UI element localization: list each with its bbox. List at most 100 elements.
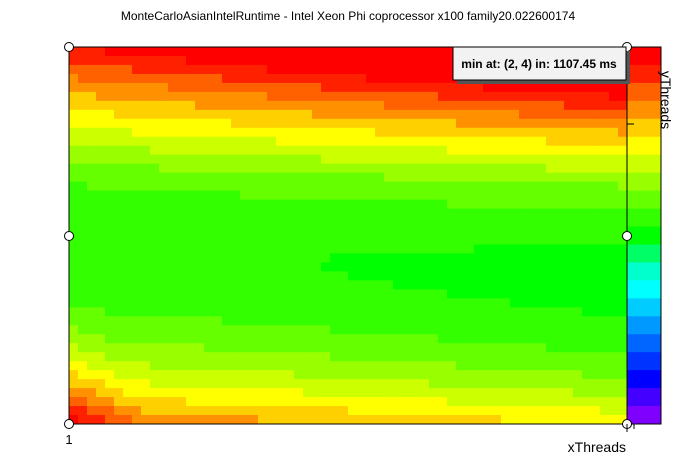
heatmap-cell (303, 289, 313, 299)
heatmap-cell (276, 208, 286, 219)
heatmap-cell (618, 145, 627, 156)
heatmap-cell (483, 388, 493, 398)
min-annotation: min at: (2, 4) in: 1107.45 ms (452, 46, 630, 84)
heatmap-cell (186, 334, 196, 344)
heatmap-cell (96, 172, 106, 183)
heatmap-cell (87, 352, 97, 362)
heatmap-cell (177, 145, 187, 156)
heatmap-cell (402, 316, 412, 326)
heatmap-cell (591, 91, 601, 102)
heatmap-cell (510, 172, 520, 183)
heatmap-cell (537, 307, 547, 317)
heatmap-cell (600, 199, 610, 210)
heatmap-cell (78, 352, 88, 362)
heatmap-cell (465, 154, 475, 165)
heatmap-cell (177, 334, 187, 344)
resize-handle[interactable] (64, 419, 74, 429)
heatmap-cell (348, 388, 358, 398)
heatmap-cell (438, 343, 448, 353)
heatmap-cell (546, 244, 556, 255)
heatmap-cell (456, 91, 466, 102)
heatmap-cell (456, 298, 466, 308)
heatmap-cell (492, 118, 502, 129)
heatmap-cell (78, 271, 88, 281)
heatmap-cell (150, 55, 160, 66)
heatmap-cell (96, 109, 106, 120)
heatmap-cell (465, 82, 475, 93)
heatmap-cell (438, 47, 448, 57)
heatmap-cell (159, 244, 169, 255)
heatmap-cell (78, 226, 88, 237)
colorbar-swatch (627, 47, 661, 66)
heatmap-cell (276, 163, 286, 174)
heatmap-cell (87, 136, 97, 147)
heatmap-cell (96, 163, 106, 174)
heatmap-cell (375, 208, 385, 219)
heatmap-cell (375, 73, 385, 84)
heatmap-cell (78, 406, 88, 416)
heatmap-cell (303, 325, 313, 335)
heatmap-cell (168, 163, 178, 174)
heatmap-cell (546, 217, 556, 228)
heatmap-cell (321, 361, 331, 371)
heatmap-cell (474, 118, 484, 129)
heatmap-cell (582, 298, 592, 308)
heatmap-cell (447, 397, 457, 407)
heatmap-cell (393, 118, 403, 129)
heatmap-cell (438, 334, 448, 344)
heatmap-cell (465, 208, 475, 219)
heatmap-cell (222, 415, 232, 424)
heatmap-cell (114, 397, 124, 407)
heatmap-cell (483, 235, 493, 246)
heatmap-cell (393, 253, 403, 264)
heatmap-cell (123, 370, 133, 380)
heatmap-cell (78, 217, 88, 228)
resize-handle[interactable] (64, 231, 74, 241)
heatmap-cell (285, 136, 295, 147)
heatmap-cell (294, 397, 304, 407)
heatmap-cell (321, 289, 331, 299)
heatmap-cell (609, 343, 619, 353)
heatmap-cell (105, 280, 115, 290)
heatmap-cell (213, 217, 223, 228)
heatmap-cell (213, 316, 223, 326)
heatmap-cell (195, 109, 205, 120)
heatmap-cell (546, 118, 556, 129)
heatmap-cell (69, 163, 79, 174)
heatmap-cell (474, 163, 484, 174)
heatmap-cell (564, 109, 574, 120)
heatmap-cell (393, 280, 403, 290)
heatmap-cell (132, 352, 142, 362)
heatmap-cell (573, 325, 583, 335)
heatmap-cell (267, 325, 277, 335)
heatmap-cell (555, 271, 565, 281)
heatmap-cell (465, 271, 475, 281)
heatmap-cell (177, 379, 187, 389)
heatmap-cell (150, 235, 160, 246)
heatmap-cell (411, 235, 421, 246)
heatmap-cell (591, 199, 601, 210)
heatmap-cell (285, 415, 295, 424)
heatmap-cell (330, 361, 340, 371)
heatmap-cell (285, 181, 295, 192)
heatmap-cell (303, 235, 313, 246)
heatmap-cell (357, 298, 367, 308)
heatmap-cell (474, 208, 484, 219)
heatmap-cell (213, 172, 223, 183)
heatmap-cell (78, 172, 88, 183)
heatmap-cell (591, 253, 601, 264)
heatmap-cell (465, 361, 475, 371)
resize-handle[interactable] (622, 231, 632, 241)
heatmap-cell (321, 181, 331, 192)
heatmap-cell (141, 235, 151, 246)
heatmap-cell (564, 100, 574, 111)
resize-handle[interactable] (64, 42, 74, 52)
heatmap-cell (447, 82, 457, 93)
heatmap-cell (348, 127, 358, 138)
heatmap-cell (474, 316, 484, 326)
heatmap-cell (96, 217, 106, 228)
heatmap-cell (96, 118, 106, 129)
heatmap-cell (267, 181, 277, 192)
heatmap-cell (312, 244, 322, 255)
heatmap-cell (384, 190, 394, 201)
